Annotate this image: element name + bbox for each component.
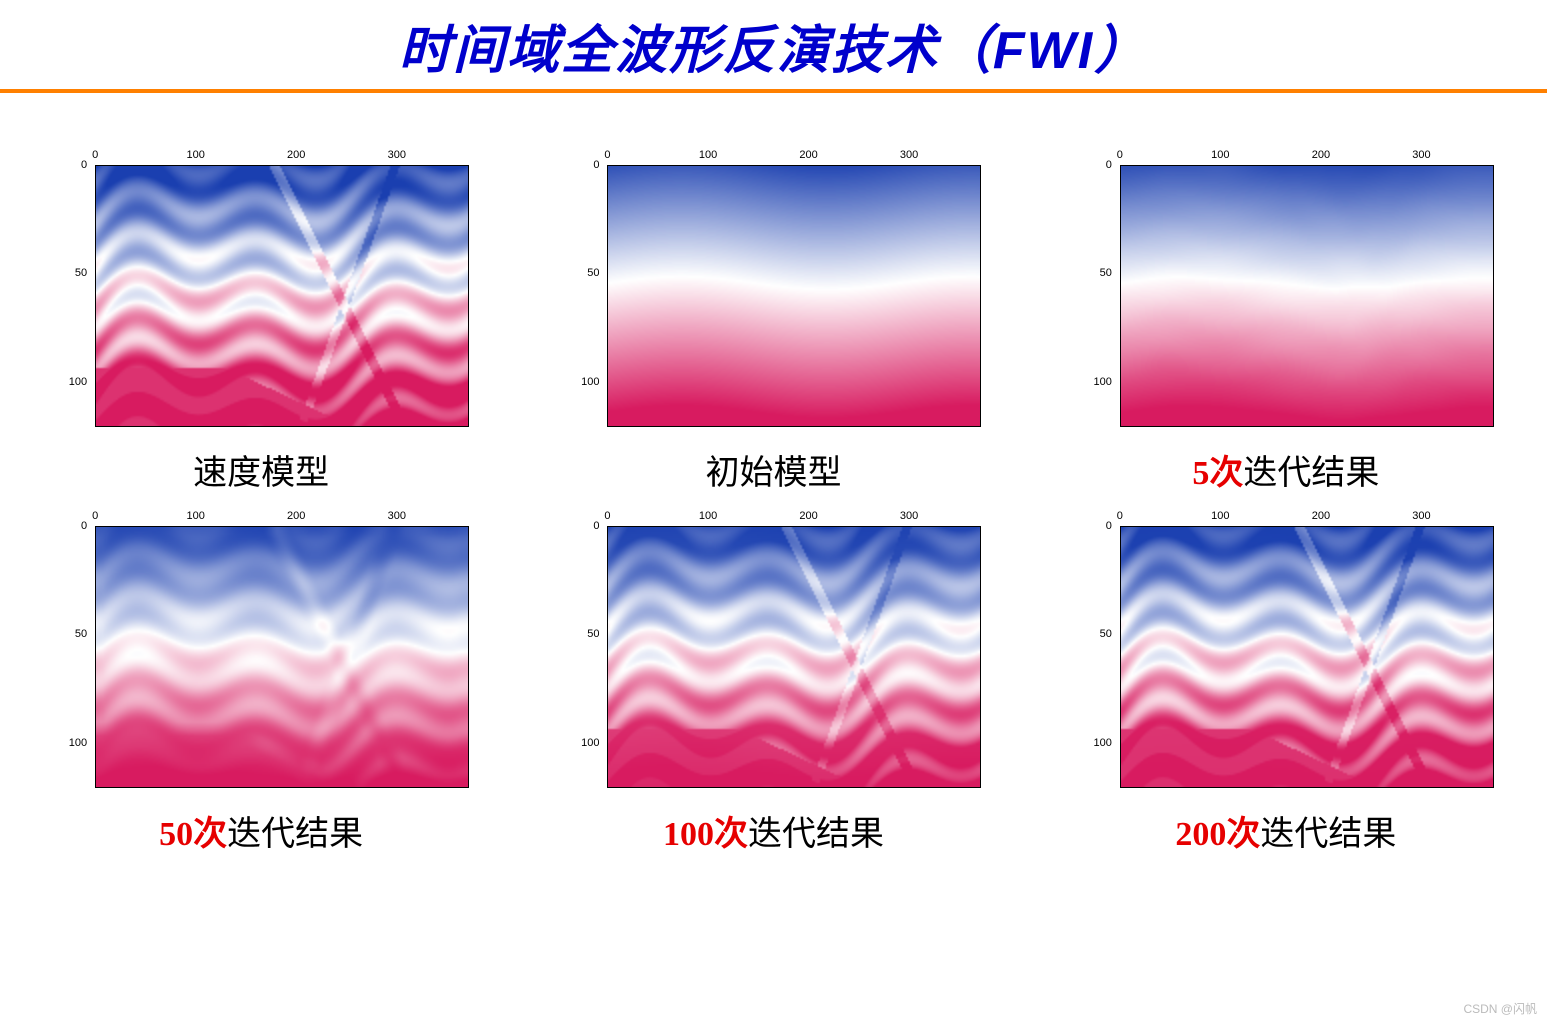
xtick-label: 300 bbox=[1412, 149, 1430, 161]
panel-caption: 初始模型 bbox=[705, 445, 841, 494]
heatmap bbox=[95, 526, 469, 788]
heatmap-canvas bbox=[608, 166, 980, 426]
panel-grid: 0 100 200 300 0 50 100 速度模型 0 100 200 300 0 50 100 初始模型… bbox=[0, 93, 1547, 855]
caption-highlight: 50次 bbox=[159, 816, 227, 853]
xaxis-ticks: 0 100 200 300 bbox=[1120, 504, 1494, 526]
panel-velocity: 0 100 200 300 0 50 100 速度模型 bbox=[30, 143, 492, 494]
xaxis-ticks: 0 100 200 300 bbox=[607, 504, 981, 526]
xtick-label: 0 bbox=[1117, 149, 1123, 161]
caption-plain: 速度模型 bbox=[193, 455, 329, 492]
heatmap-canvas bbox=[96, 527, 468, 787]
xtick-label: 300 bbox=[900, 149, 918, 161]
caption-highlight: 100次 bbox=[663, 816, 748, 853]
ytick-label: 0 bbox=[81, 159, 87, 171]
ytick-label: 100 bbox=[69, 376, 87, 388]
xtick-label: 0 bbox=[604, 510, 610, 522]
yaxis-ticks: 050100 bbox=[563, 526, 607, 788]
heatmap-canvas bbox=[1121, 527, 1493, 787]
xtick-label: 100 bbox=[1211, 149, 1229, 161]
caption-highlight: 200次 bbox=[1175, 816, 1260, 853]
xtick-label: 200 bbox=[287, 510, 305, 522]
panel-caption: 100次迭代结果 bbox=[663, 806, 884, 855]
ytick-label: 50 bbox=[1100, 628, 1112, 640]
heatmap-canvas bbox=[96, 166, 468, 426]
xtick-label: 300 bbox=[900, 510, 918, 522]
panel-caption: 50次迭代结果 bbox=[159, 806, 363, 855]
xtick-label: 0 bbox=[604, 149, 610, 161]
caption-suffix: 迭代结果 bbox=[227, 816, 363, 853]
panel-initial: 0 100 200 300 0 50 100 初始模型 bbox=[542, 143, 1004, 494]
xtick-label: 200 bbox=[799, 149, 817, 161]
yaxis-ticks: 050100 bbox=[1076, 526, 1120, 788]
xaxis-ticks: 0 100 200 300 bbox=[1120, 143, 1494, 165]
ytick-label: 0 bbox=[81, 520, 87, 532]
heatmap bbox=[607, 165, 981, 427]
ytick-label: 50 bbox=[1100, 267, 1112, 279]
ytick-label: 100 bbox=[581, 737, 599, 749]
caption-suffix: 迭代结果 bbox=[748, 816, 884, 853]
yaxis-ticks: 050100 bbox=[51, 165, 95, 427]
caption-highlight: 5次 bbox=[1192, 455, 1243, 492]
panel-iter50: 0 100 200 300 0 50 100 50次迭代结果 bbox=[30, 504, 492, 855]
panel-iter200: 0 100 200 300 0 50 100 200次迭代结果 bbox=[1055, 504, 1517, 855]
panel-caption: 200次迭代结果 bbox=[1175, 806, 1396, 855]
xtick-label: 300 bbox=[388, 510, 406, 522]
xtick-label: 0 bbox=[92, 510, 98, 522]
ytick-label: 0 bbox=[1106, 520, 1112, 532]
ytick-label: 100 bbox=[69, 737, 87, 749]
ytick-label: 0 bbox=[1106, 159, 1112, 171]
ytick-label: 50 bbox=[75, 628, 87, 640]
xtick-label: 300 bbox=[1412, 510, 1430, 522]
xtick-label: 100 bbox=[699, 510, 717, 522]
ytick-label: 0 bbox=[593, 520, 599, 532]
xtick-label: 100 bbox=[1211, 510, 1229, 522]
ytick-label: 50 bbox=[587, 267, 599, 279]
ytick-label: 100 bbox=[581, 376, 599, 388]
watermark: CSDN @闪帆 bbox=[1463, 1000, 1537, 1017]
caption-plain: 初始模型 bbox=[705, 455, 841, 492]
xaxis-ticks: 0 100 200 300 bbox=[607, 143, 981, 165]
heatmap bbox=[1120, 165, 1494, 427]
yaxis-ticks: 050100 bbox=[51, 526, 95, 788]
ytick-label: 0 bbox=[593, 159, 599, 171]
xtick-label: 200 bbox=[1312, 149, 1330, 161]
xtick-label: 100 bbox=[187, 510, 205, 522]
ytick-label: 50 bbox=[75, 267, 87, 279]
caption-suffix: 迭代结果 bbox=[1243, 455, 1379, 492]
xtick-label: 200 bbox=[799, 510, 817, 522]
xtick-label: 0 bbox=[1117, 510, 1123, 522]
heatmap-canvas bbox=[1121, 166, 1493, 426]
panel-iter100: 0 100 200 300 0 50 100 100次迭代结果 bbox=[542, 504, 1004, 855]
ytick-label: 50 bbox=[587, 628, 599, 640]
panel-caption: 速度模型 bbox=[193, 445, 329, 494]
caption-suffix: 迭代结果 bbox=[1260, 816, 1396, 853]
xtick-label: 100 bbox=[187, 149, 205, 161]
ytick-label: 100 bbox=[1093, 376, 1111, 388]
yaxis-ticks: 050100 bbox=[563, 165, 607, 427]
panel-caption: 5次迭代结果 bbox=[1192, 445, 1379, 494]
yaxis-ticks: 050100 bbox=[1076, 165, 1120, 427]
xtick-label: 200 bbox=[1312, 510, 1330, 522]
xtick-label: 100 bbox=[699, 149, 717, 161]
heatmap bbox=[95, 165, 469, 427]
xaxis-ticks: 0 100 200 300 bbox=[95, 143, 469, 165]
xtick-label: 300 bbox=[388, 149, 406, 161]
panel-iter5: 0 100 200 300 0 50 100 5次迭代结果 bbox=[1055, 143, 1517, 494]
heatmap bbox=[607, 526, 981, 788]
heatmap-canvas bbox=[608, 527, 980, 787]
xtick-label: 0 bbox=[92, 149, 98, 161]
xaxis-ticks: 0 100 200 300 bbox=[95, 504, 469, 526]
page-title: 时间域全波形反演技术（FWI） bbox=[0, 0, 1547, 89]
heatmap bbox=[1120, 526, 1494, 788]
ytick-label: 100 bbox=[1093, 737, 1111, 749]
xtick-label: 200 bbox=[287, 149, 305, 161]
